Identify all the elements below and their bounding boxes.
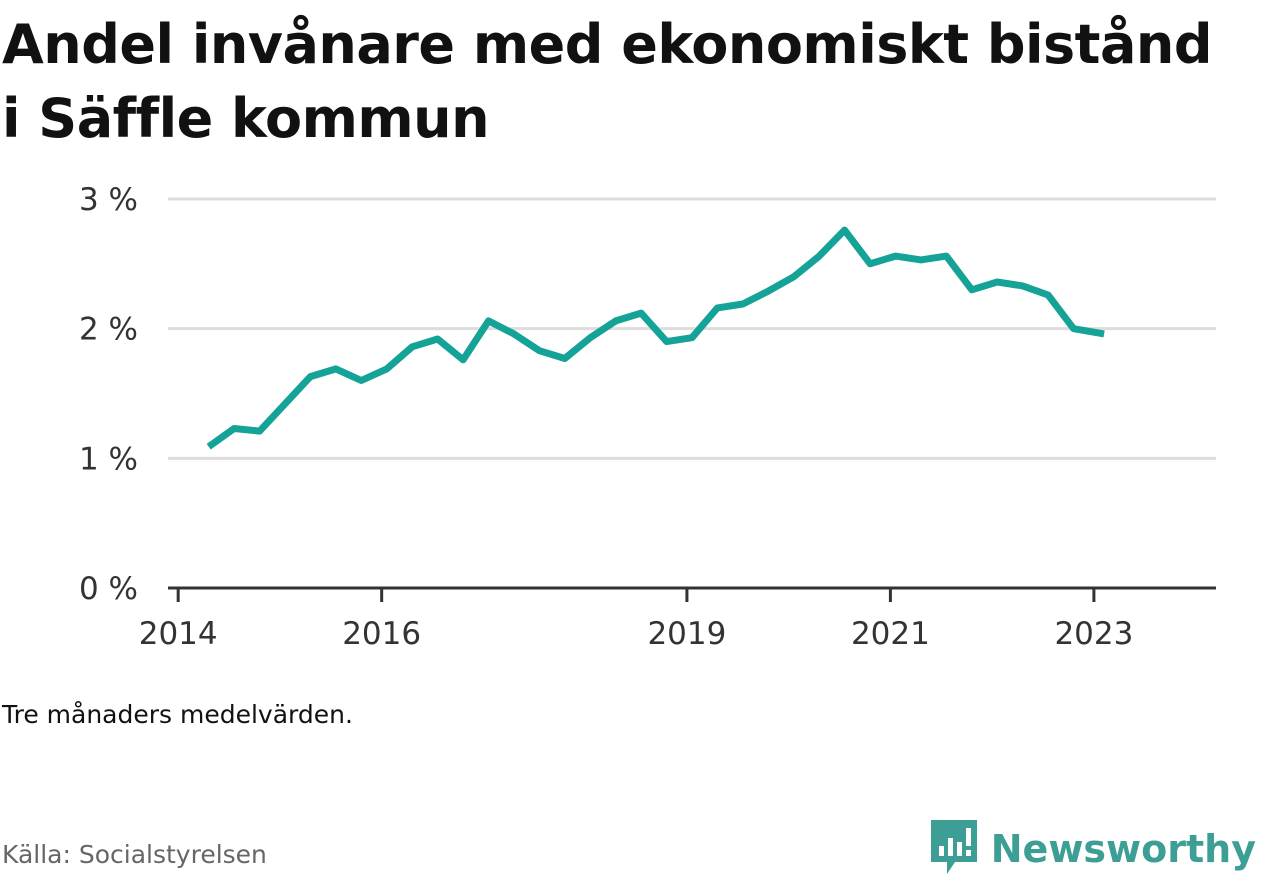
chart-note: Tre månaders medelvärden.: [2, 700, 353, 729]
series-layer: [206, 226, 1105, 450]
source-text: Källa: Socialstyrelsen: [2, 840, 267, 869]
x-tick-label: 2016: [342, 616, 421, 652]
brand-logo[interactable]: Newsworthy: [929, 818, 1256, 880]
x-tick-label: 2019: [647, 616, 726, 652]
axes: 0 % 1 % 2 % 3 % 2014 2016 2019 2021 2023: [79, 182, 1216, 652]
y-tick-label: 3 %: [79, 182, 138, 218]
x-tick-label: 2023: [1054, 616, 1133, 652]
y-tick-label: 1 %: [79, 441, 138, 477]
x-tick-label: 2021: [851, 616, 930, 652]
newsworthy-logo-icon: [929, 818, 979, 880]
brand-name: Newsworthy: [990, 827, 1256, 871]
y-tick-label: 0 %: [79, 571, 138, 607]
chart-title: Andel invånare med ekonomiskt bistånd i …: [2, 13, 1213, 150]
grid-lines: [168, 197, 1216, 460]
chart-area: 0 % 1 % 2 % 3 % 2014 2016 2019 2021 2023: [79, 182, 1216, 652]
y-tick-label: 2 %: [79, 312, 138, 348]
series-line: [206, 226, 1105, 450]
x-tick-label: 2014: [139, 616, 218, 652]
